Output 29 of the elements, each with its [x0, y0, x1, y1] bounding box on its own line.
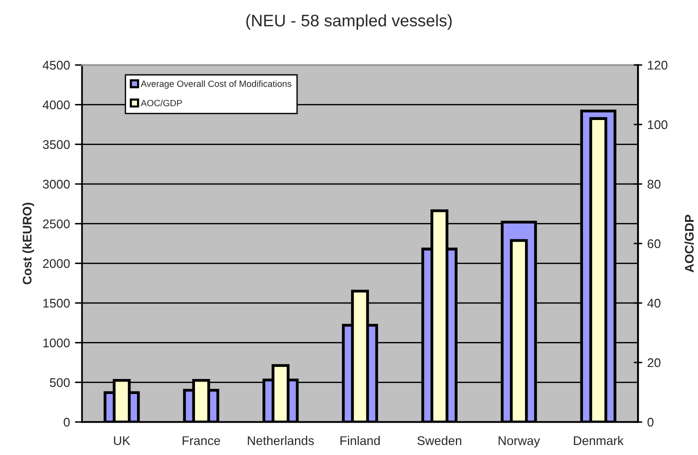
x-tick-label: Sweden: [417, 436, 462, 446]
legend-label: AOC/GDP: [140, 100, 182, 106]
y2-tick-label: 20: [648, 358, 660, 368]
y-tick-label: 0: [64, 418, 70, 427]
y2-tick-label: 100: [648, 120, 668, 130]
y-tick-label: 500: [50, 378, 70, 387]
x-tick-label: UK: [114, 436, 130, 446]
x-tick-label: Norway: [498, 436, 540, 448]
y-tick-label: 4000: [42, 100, 70, 110]
x-tick-label: Netherlands: [248, 436, 314, 446]
y-tick-label: 2500: [43, 219, 70, 228]
x-tick-label: France: [182, 436, 220, 446]
y-tick-label: 2000: [43, 259, 70, 268]
chart-title: (NEU - 58 sampled vessels): [246, 14, 452, 30]
y2-tick-label: 40: [647, 298, 660, 308]
y-tick-label: 1000: [43, 338, 70, 348]
y-axis-title: Cost (kEURO): [22, 202, 34, 284]
y2-tick-label: 120: [648, 60, 668, 70]
y2-tick-label: 0: [648, 418, 654, 427]
legend-label: Average Overall Cost of Modifications: [140, 80, 292, 89]
x-tick-label: Denmark: [574, 436, 624, 446]
y2-axis-title: AOC/GDP: [684, 214, 694, 272]
y-tick-label: 3500: [42, 140, 70, 149]
y-tick-label: 1500: [43, 298, 70, 308]
y2-tick-label: 60: [648, 239, 660, 248]
y-tick-label: 4500: [42, 60, 70, 70]
y2-tick-label: 80: [648, 180, 660, 189]
x-tick-label: Finland: [340, 436, 380, 446]
y-tick-label: 3000: [42, 180, 70, 189]
